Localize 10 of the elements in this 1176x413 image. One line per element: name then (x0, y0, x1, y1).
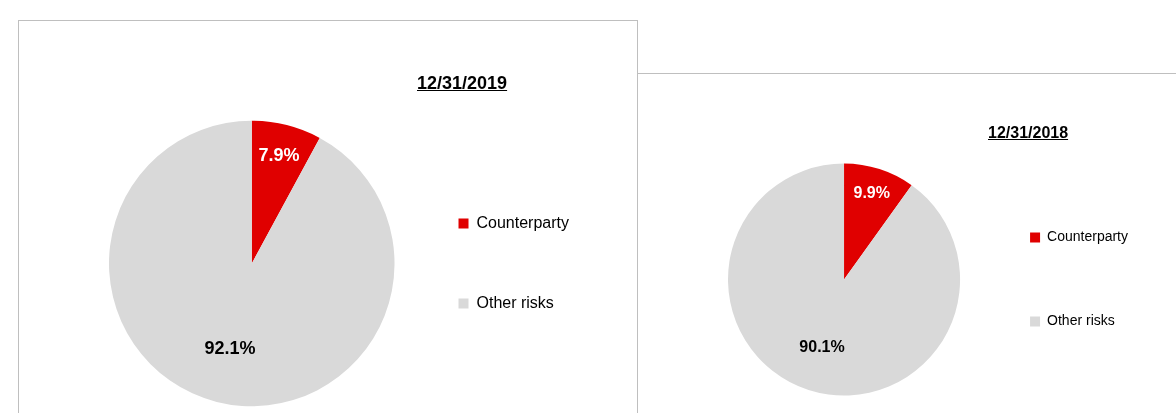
data-label: 92.1% (204, 338, 256, 359)
legend-label: Other risks (1047, 312, 1115, 329)
chart-title: 12/31/2019 (417, 73, 508, 94)
data-label: 9.9% (853, 183, 890, 201)
legend-label: Counterparty (1047, 228, 1129, 245)
data-label: 90.1% (799, 338, 845, 356)
chart-title: 12/31/2018 (988, 124, 1069, 142)
legend-label: Other risks (476, 293, 554, 311)
data-label: 7.9% (258, 144, 300, 165)
legend-label: Counterparty (476, 213, 570, 231)
